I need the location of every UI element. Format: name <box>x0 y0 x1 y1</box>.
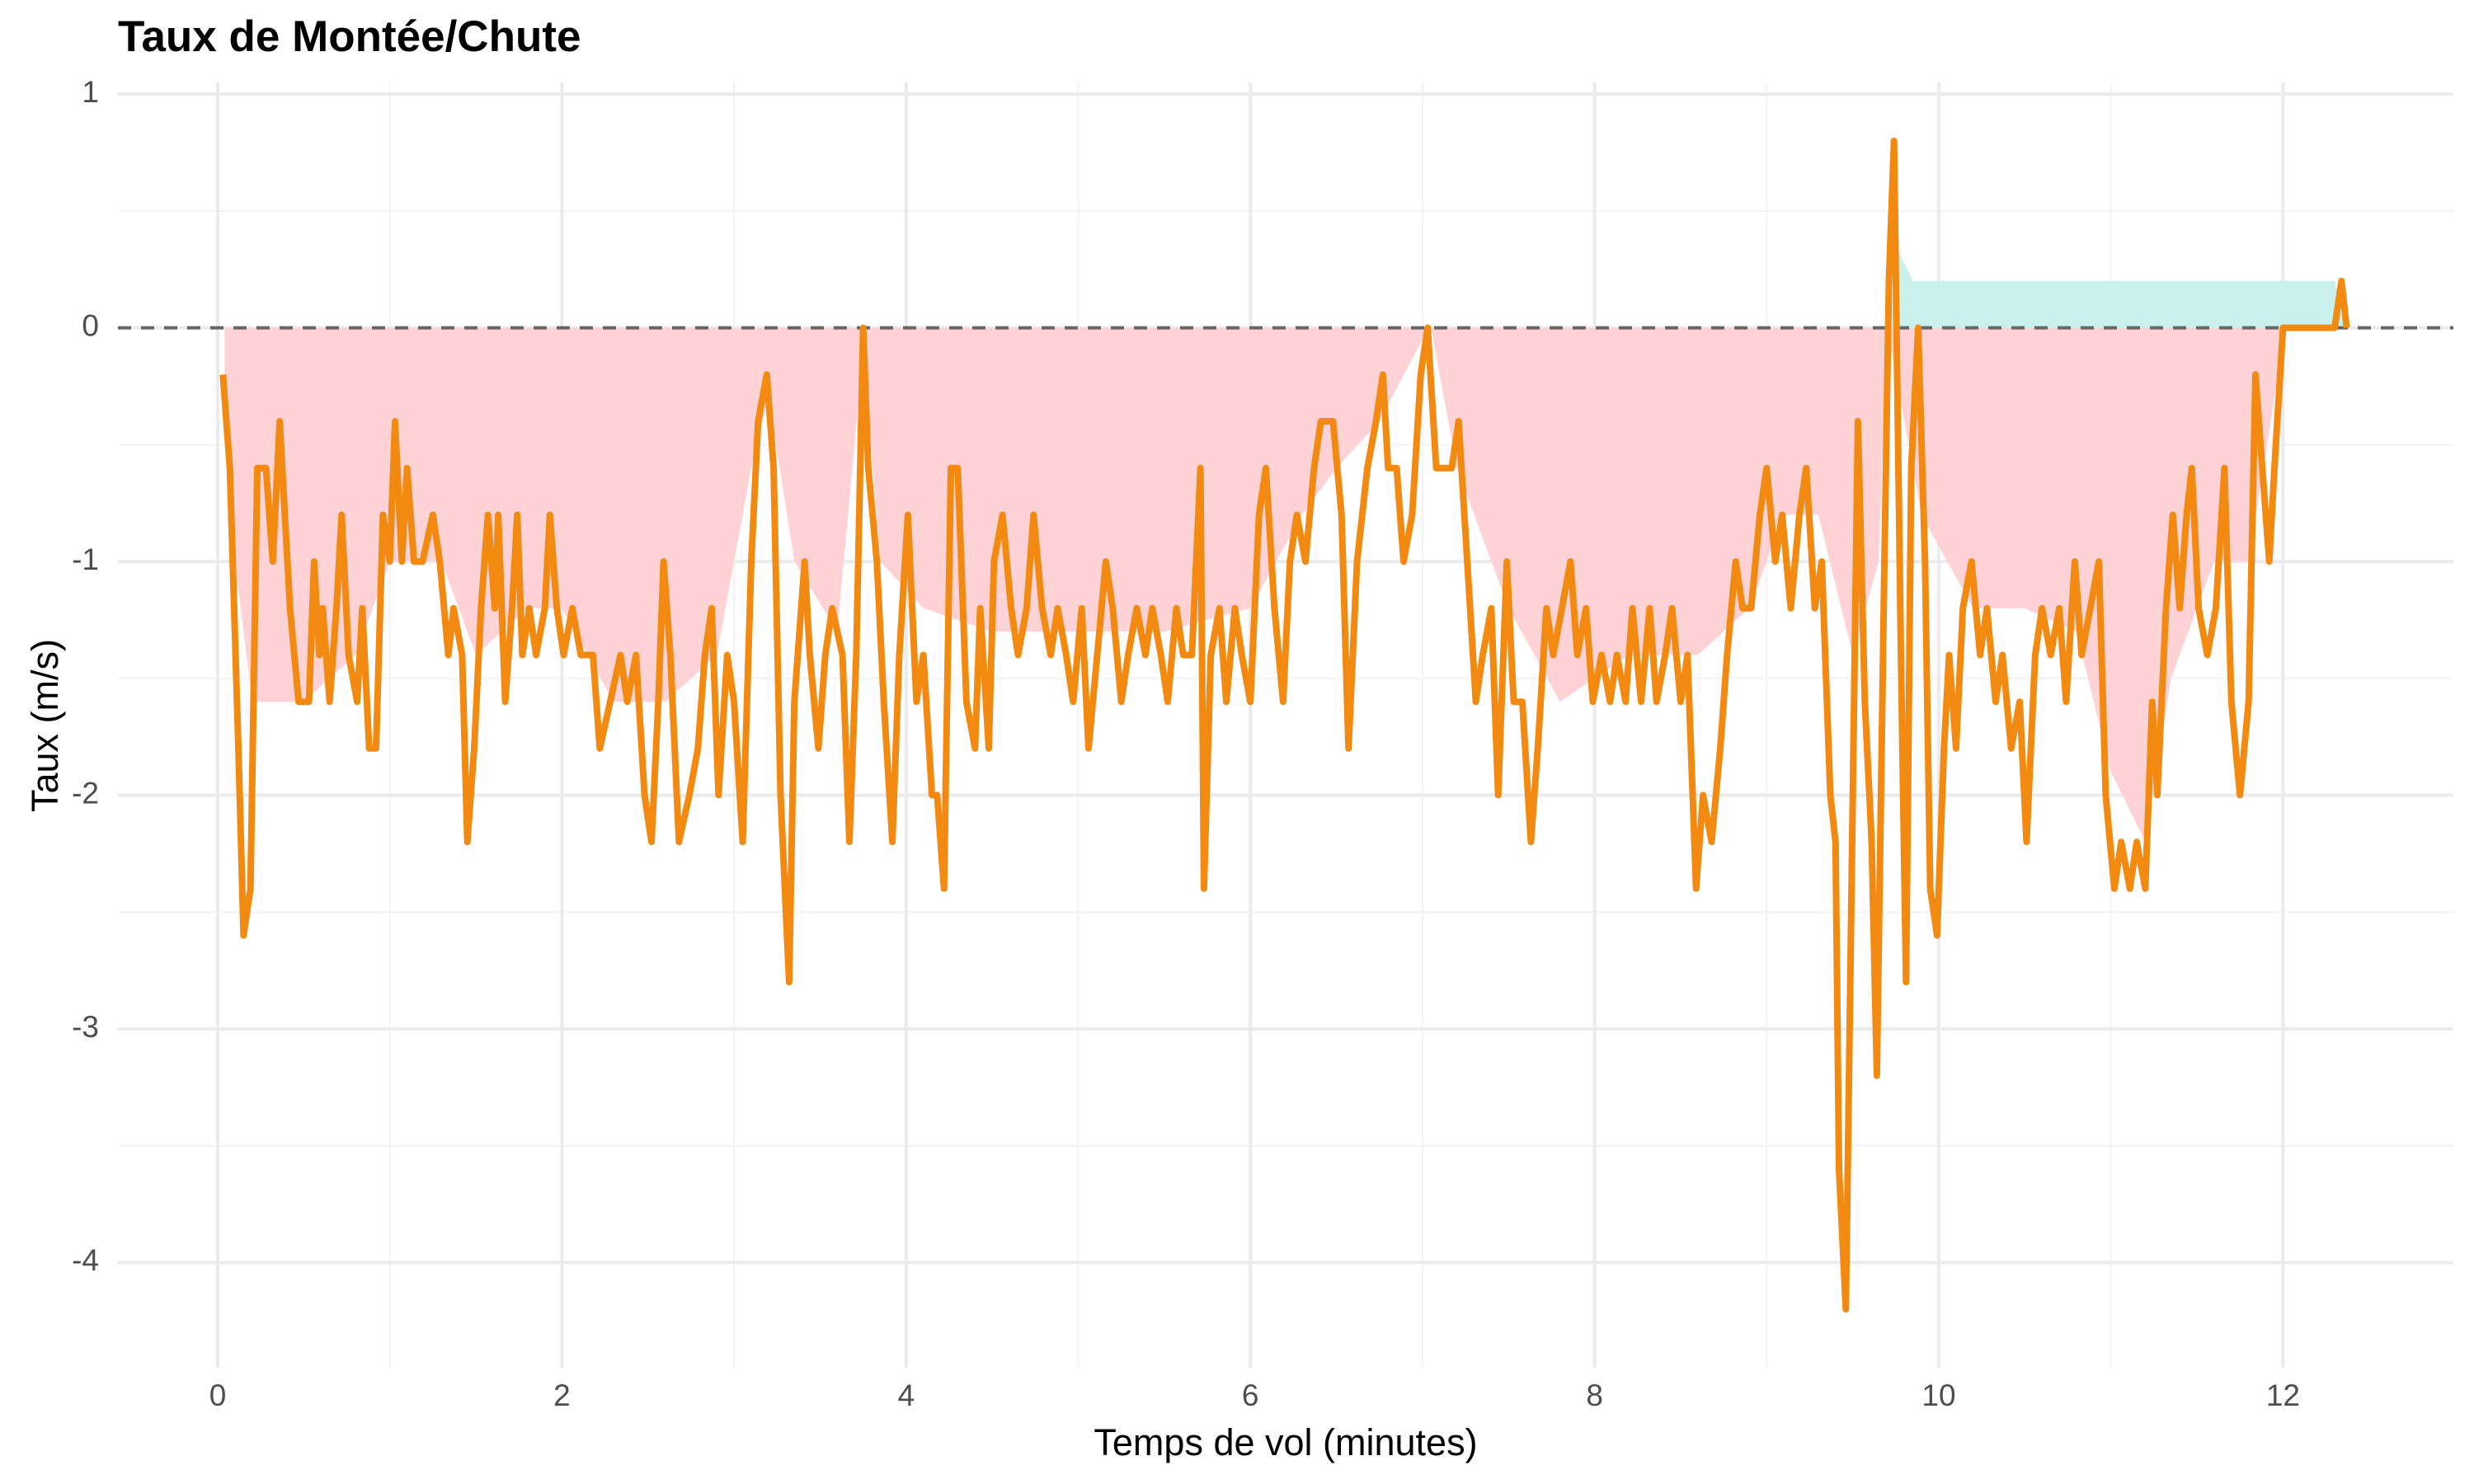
y-tick-label: -4 <box>72 1243 99 1277</box>
area <box>1890 246 2347 328</box>
x-axis-title: Temps de vol (minutes) <box>1094 1421 1477 1463</box>
x-tick-label: 4 <box>898 1378 915 1412</box>
line <box>219 137 2350 1313</box>
x-tick-label: 10 <box>1921 1378 1955 1412</box>
x-tick-label: 6 <box>1242 1378 1259 1412</box>
y-tick-label: -3 <box>72 1010 99 1044</box>
chart-title: Taux de Montée/Chute <box>118 12 581 61</box>
y-tick-label: 1 <box>82 75 99 109</box>
x-tick-label: 12 <box>2266 1378 2300 1412</box>
x-tick-label: 0 <box>209 1378 227 1412</box>
y-axis-title: Taux (m/s) <box>24 639 66 812</box>
x-tick-label: 8 <box>1586 1378 1603 1412</box>
y-tick-label: 0 <box>82 308 99 342</box>
y-tick-label: -2 <box>72 776 99 810</box>
plot <box>118 137 2453 1313</box>
y-tick-label: -1 <box>72 542 99 576</box>
x-tick-label: 2 <box>553 1378 571 1412</box>
